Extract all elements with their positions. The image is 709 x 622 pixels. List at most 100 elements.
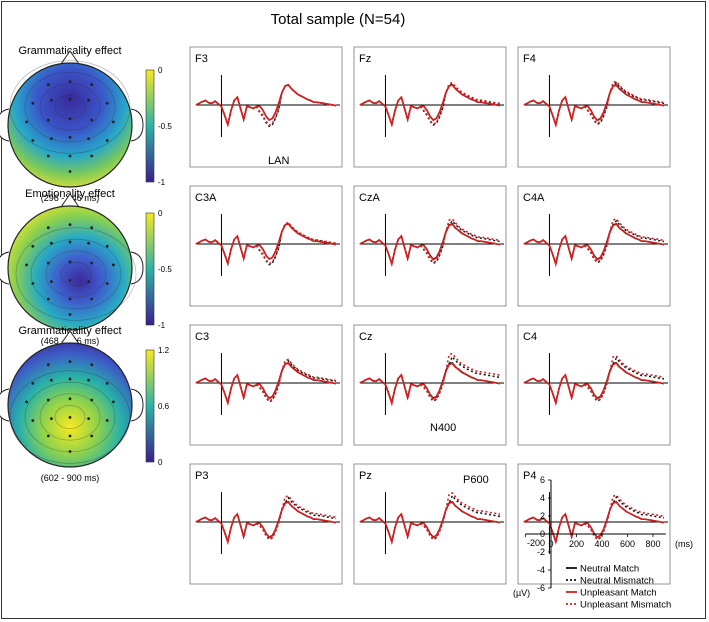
electrode-dot <box>87 417 90 421</box>
figure-title: Total sample (N=54) <box>271 11 406 28</box>
legend-label: Neutral Match <box>580 564 639 575</box>
legend-label: Neutral Mismatch <box>580 576 654 587</box>
series-line-unpleasant-mismatch <box>195 494 337 545</box>
series-line-unpleasant-mismatch <box>359 218 501 267</box>
contour-line <box>30 238 122 310</box>
contour-line <box>54 405 86 429</box>
key-x-tick-label: 400 <box>594 539 609 549</box>
colorbar-tick-label: 1.2 <box>158 346 170 355</box>
electrode-dot <box>68 434 72 438</box>
erp-panel-c4a: C4A <box>517 185 671 307</box>
key-x-tick-label: 800 <box>645 539 660 549</box>
erp-panel-p3: P3 <box>189 463 343 585</box>
left-ear-icon <box>0 388 10 422</box>
key-y-tick-label: 6 <box>540 475 545 485</box>
electrode-dot <box>50 241 53 245</box>
annotation-label: LAN <box>268 155 289 167</box>
left-ear-icon <box>0 251 10 285</box>
erp-panel-fz: Fz <box>353 46 507 168</box>
contour-line <box>9 370 131 464</box>
channel-label: C3 <box>195 331 209 343</box>
electrode-dot <box>50 137 53 141</box>
electrode-dot <box>68 279 72 282</box>
electrode-dot <box>90 226 94 230</box>
electrode-dot <box>50 417 53 421</box>
electrode-dot <box>31 139 35 142</box>
colorbar-tick-label: 0 <box>158 209 163 218</box>
annotation-label: P600 <box>463 474 489 486</box>
electrode-dot <box>68 313 72 316</box>
colorbar-tick-label: -0.5 <box>158 122 172 131</box>
legend-label: Unpleasant Match <box>580 588 657 599</box>
erp-panel-c3a: C3A <box>189 185 343 307</box>
series-line-unpleasant-mismatch <box>195 83 337 128</box>
topomap-head <box>7 342 133 468</box>
colorbar <box>145 212 155 326</box>
electrode-dot <box>68 360 72 363</box>
channel-label: Pz <box>359 470 372 482</box>
erp-panel-cz: Cz <box>353 324 507 446</box>
electrode-dot <box>46 226 50 230</box>
electrode-dot <box>68 170 72 173</box>
erp-panel-f3: F3 <box>189 46 343 168</box>
electrode-dot <box>46 434 50 438</box>
electrode-dot <box>68 260 72 264</box>
key-x-tick-label: -200 <box>527 538 545 548</box>
erp-panel-p4: P4 <box>517 463 671 585</box>
electrode-dot <box>105 419 109 422</box>
channel-label: C3A <box>195 192 217 204</box>
panel-border <box>517 46 671 168</box>
colorbar <box>145 349 155 463</box>
contour-line <box>15 227 137 321</box>
channel-label: F4 <box>523 53 536 65</box>
electrode-dot <box>112 263 115 267</box>
colorbar-tick-label: 0.6 <box>158 402 170 411</box>
contour-line <box>39 83 101 131</box>
panel-border <box>189 46 343 168</box>
erp-panel-c4: C4 <box>517 324 671 446</box>
electrode-dot <box>68 397 72 401</box>
electrode-dot <box>31 101 35 105</box>
key-x-tick-label: 0 <box>548 539 553 549</box>
colorbar-tick-label: -0.5 <box>158 265 172 274</box>
electrode-dot <box>25 120 28 124</box>
electrode-dot <box>87 241 90 245</box>
nose-icon <box>60 50 80 65</box>
electrode-dot <box>90 261 94 265</box>
right-ear-icon <box>130 108 144 142</box>
left-ear-icon <box>0 108 10 142</box>
key-y-tick-label: 2 <box>540 511 545 521</box>
topomap-time-range: (602 - 900 ms) <box>41 473 100 483</box>
key-x-tick-label: 600 <box>620 539 635 549</box>
key-y-unit: (µV) <box>513 588 530 598</box>
annotation-label: N400 <box>430 422 456 434</box>
colorbar <box>145 69 155 183</box>
series-line-unpleasant-mismatch <box>359 81 501 128</box>
colorbar-tick-label: 0 <box>158 66 163 75</box>
key-y-tick-label: -6 <box>537 583 545 593</box>
channel-label: P4 <box>523 470 536 482</box>
key-y-tick-label: 4 <box>540 493 545 503</box>
key-x-unit: (ms) <box>675 539 693 549</box>
electrode-dot <box>50 98 53 102</box>
electrode-dot <box>31 244 35 248</box>
electrode-dot <box>31 419 35 422</box>
series-line-unpleasant-mismatch <box>523 494 665 545</box>
electrode-dot <box>50 280 53 284</box>
electrode-dot <box>90 83 94 87</box>
electrode-dot <box>68 117 72 121</box>
contour-line <box>24 71 116 143</box>
erp-panel-pz: Pz <box>353 463 507 585</box>
electrode-dot <box>68 297 72 301</box>
right-ear-icon <box>130 388 144 422</box>
series-line-unpleasant-mismatch <box>359 491 501 545</box>
panel-border <box>517 185 671 307</box>
panel-border <box>189 185 343 307</box>
electrode-dot <box>68 223 72 227</box>
contour-line <box>60 262 92 286</box>
